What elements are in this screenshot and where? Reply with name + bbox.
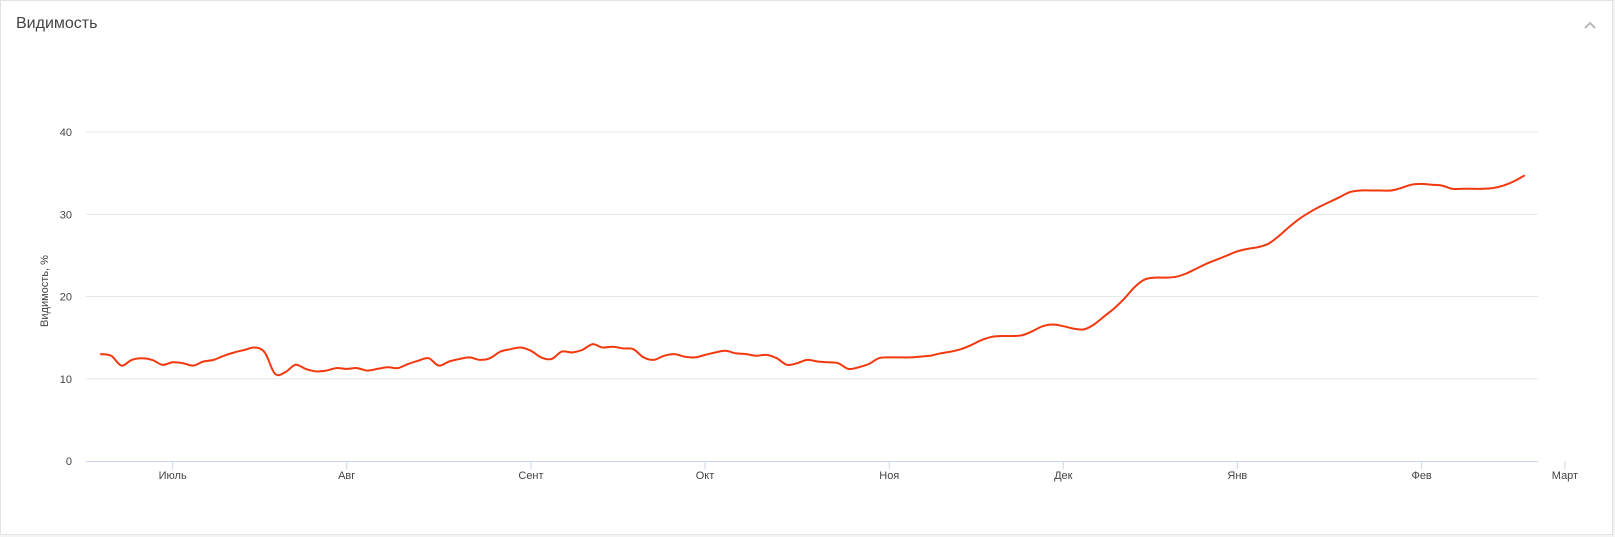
y-tick-label: 40 bbox=[60, 127, 72, 139]
y-axis-title: Видимость, % bbox=[39, 255, 51, 327]
x-tick-label: Март bbox=[1552, 470, 1578, 482]
y-tick-label: 30 bbox=[60, 209, 72, 221]
x-tick-label: Фев bbox=[1411, 470, 1431, 482]
y-tick-label: 20 bbox=[60, 292, 72, 304]
x-tick-label: Авг bbox=[338, 470, 355, 482]
y-axis-ticks: 0 10 20 30 40 bbox=[60, 127, 72, 468]
y-tick-label: 10 bbox=[60, 374, 72, 386]
x-tick-label: Июль bbox=[159, 470, 187, 482]
x-tick-label: Сент bbox=[518, 470, 543, 482]
series-line bbox=[100, 174, 1525, 377]
series-layer bbox=[100, 174, 1525, 377]
y-tick-label: 0 bbox=[66, 456, 72, 468]
x-tick-label: Ноя bbox=[879, 470, 899, 482]
x-tick-label: Янв bbox=[1227, 470, 1247, 482]
collapse-button[interactable] bbox=[1580, 15, 1600, 35]
x-axis: ИюльАвгСентОктНояДекЯнвФевМартАпрМайИюнь… bbox=[86, 461, 1578, 482]
x-tick-label: Дек bbox=[1054, 470, 1073, 482]
grid-lines bbox=[86, 131, 1538, 380]
panel-title: Видимость bbox=[16, 15, 98, 32]
x-tick-label: Окт bbox=[696, 470, 715, 482]
chevron-up-icon bbox=[1584, 21, 1596, 29]
